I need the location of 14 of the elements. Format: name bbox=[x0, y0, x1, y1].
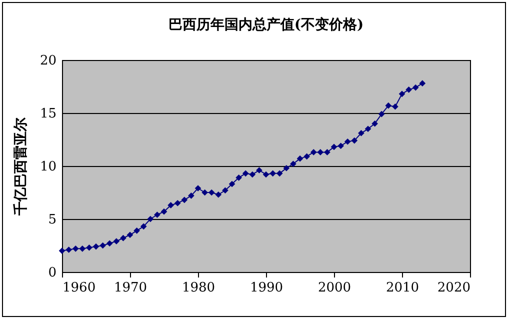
x-tick-label: 2020 bbox=[437, 280, 470, 296]
x-tick-label: 2010 bbox=[386, 280, 420, 296]
y-tick-label: 5 bbox=[48, 212, 56, 228]
x-tick-label: 1990 bbox=[250, 280, 284, 296]
y-axis-title: 千亿巴西雷亚尔 bbox=[12, 116, 29, 216]
x-tick-label: 1980 bbox=[182, 280, 216, 296]
y-tick-label: 15 bbox=[40, 106, 56, 122]
chart-title: 巴西历年国内总产值(不变价格) bbox=[168, 16, 364, 33]
y-tick-label: 10 bbox=[40, 160, 56, 174]
x-tick-label: 2000 bbox=[318, 280, 352, 296]
y-tick-label: 0 bbox=[48, 266, 56, 280]
x-tick-label: 1970 bbox=[114, 280, 148, 296]
y-tick-label: 20 bbox=[40, 54, 56, 68]
x-tick-label: 1960 bbox=[62, 280, 96, 296]
